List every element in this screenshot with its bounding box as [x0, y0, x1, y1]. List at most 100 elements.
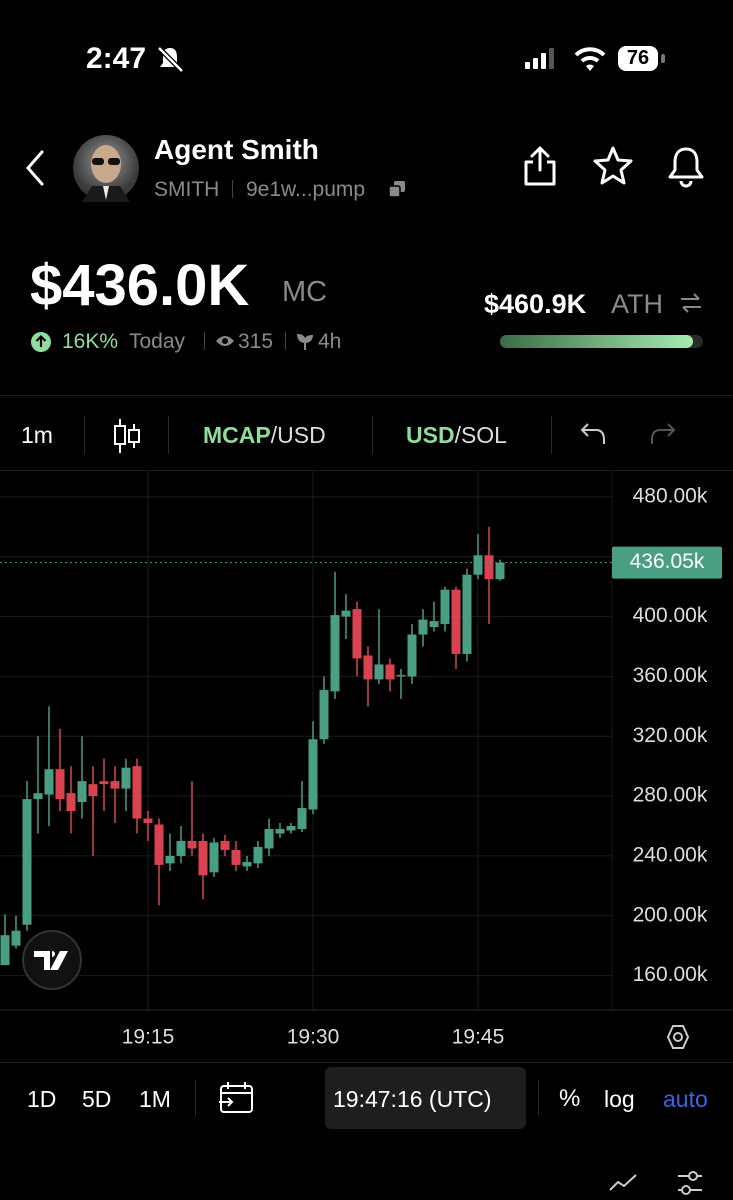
candle-body [22, 799, 32, 925]
y-tick-label: 160.00k [633, 963, 708, 986]
divider [551, 416, 552, 454]
redo-button[interactable] [648, 420, 678, 448]
divider [84, 416, 85, 454]
battery: 76 [618, 46, 658, 71]
divider [232, 180, 233, 198]
candle-body [88, 784, 98, 797]
candle-body [363, 655, 373, 680]
candle-body [275, 829, 285, 834]
active-option: MCAP [203, 422, 271, 448]
candle-body [473, 555, 483, 575]
range-button[interactable]: 5D [82, 1086, 112, 1112]
views-icon [216, 336, 234, 346]
wifi-icon [574, 47, 606, 71]
candle-type-button[interactable] [112, 418, 142, 454]
divider [538, 1080, 539, 1116]
candle-body [286, 826, 296, 831]
divider [285, 332, 286, 350]
currency-toggle[interactable]: USD/SOL [406, 422, 507, 449]
ath-progress-fill [500, 335, 693, 348]
candle-body [176, 840, 186, 856]
y-tick-label: 200.00k [633, 903, 708, 926]
candle-body [77, 781, 87, 803]
copy-icon[interactable] [388, 180, 406, 198]
range-button[interactable]: 1D [27, 1086, 57, 1112]
market-cap-unit: MC [282, 276, 328, 308]
interval-button[interactable]: 1m [21, 422, 53, 448]
candle-body [66, 793, 76, 812]
avatar [73, 135, 139, 202]
candle-body [187, 840, 197, 849]
change: 16K% [62, 330, 119, 353]
candle-body [33, 793, 43, 800]
candle-body [198, 840, 208, 876]
candle-body [319, 689, 329, 740]
mcap-toggle[interactable]: MCAP/USD [203, 422, 326, 449]
mute-icon [157, 46, 184, 73]
candle-body [484, 555, 494, 580]
age-icon [296, 333, 314, 350]
candle-body [429, 621, 439, 628]
y-tick-label: 400.00k [633, 604, 708, 627]
candle-body [451, 589, 461, 654]
clock: 2:47 [86, 42, 147, 75]
clock-panel [325, 1067, 526, 1129]
separator [0, 395, 733, 396]
candle-body [132, 766, 142, 819]
address[interactable]: 9e1w...pump [246, 178, 366, 201]
ath-label: ATH [611, 289, 663, 319]
candle-body [231, 849, 241, 865]
tradingview-logo [22, 930, 82, 990]
candle-body [55, 769, 65, 800]
favorite-button[interactable] [591, 144, 635, 188]
candle-body [308, 739, 318, 810]
undo-button[interactable] [578, 420, 608, 448]
market-cap: $436.0K [30, 253, 250, 318]
candle-body [462, 574, 472, 654]
y-tick-label: 360.00k [633, 664, 708, 687]
divider [372, 416, 373, 454]
candle-body [143, 818, 153, 824]
auto-button[interactable]: auto [663, 1086, 708, 1112]
chart-settings-dot [673, 1032, 683, 1042]
candle-body [44, 769, 54, 795]
utc-clock[interactable]: 19:47:16 (UTC) [333, 1086, 492, 1112]
y-tick-label: 320.00k [633, 724, 708, 747]
candle-body [242, 861, 252, 867]
candle-body [110, 781, 120, 789]
x-tick-label: 19:15 [122, 1026, 175, 1049]
logo-circle [22, 930, 82, 990]
settings-button[interactable] [676, 1168, 704, 1200]
divider [195, 1080, 196, 1116]
log-button[interactable]: log [604, 1086, 635, 1112]
battery-tip [661, 54, 665, 63]
option: /SOL [454, 422, 507, 448]
candle-body [418, 619, 428, 635]
chart-settings-icon[interactable] [666, 1025, 690, 1049]
swap-icon[interactable] [679, 292, 703, 314]
percent-button[interactable]: % [559, 1085, 581, 1112]
indicator-button[interactable] [608, 1172, 638, 1192]
alert-button[interactable] [664, 144, 708, 188]
logo-mark [34, 951, 68, 970]
candle-body [495, 562, 505, 580]
separator [0, 1062, 733, 1063]
date-range-button[interactable] [218, 1080, 256, 1116]
candle-body [165, 855, 175, 864]
candle-body [297, 808, 307, 830]
range-button[interactable]: 1M [139, 1086, 171, 1112]
last-price-box [612, 546, 722, 579]
signal-icon [525, 48, 554, 69]
back-button[interactable] [22, 148, 48, 188]
y-tick-label: 280.00k [633, 784, 708, 807]
y-tick-label: 480.00k [633, 484, 708, 507]
candle-body [220, 840, 230, 850]
candle-body [440, 589, 450, 625]
views: 315 [238, 330, 274, 353]
change-period: Today [129, 330, 186, 353]
candle-body [396, 674, 406, 677]
candle-body [0, 935, 10, 966]
share-button[interactable] [520, 144, 560, 188]
age: 4h [318, 330, 342, 353]
separator [0, 470, 733, 471]
